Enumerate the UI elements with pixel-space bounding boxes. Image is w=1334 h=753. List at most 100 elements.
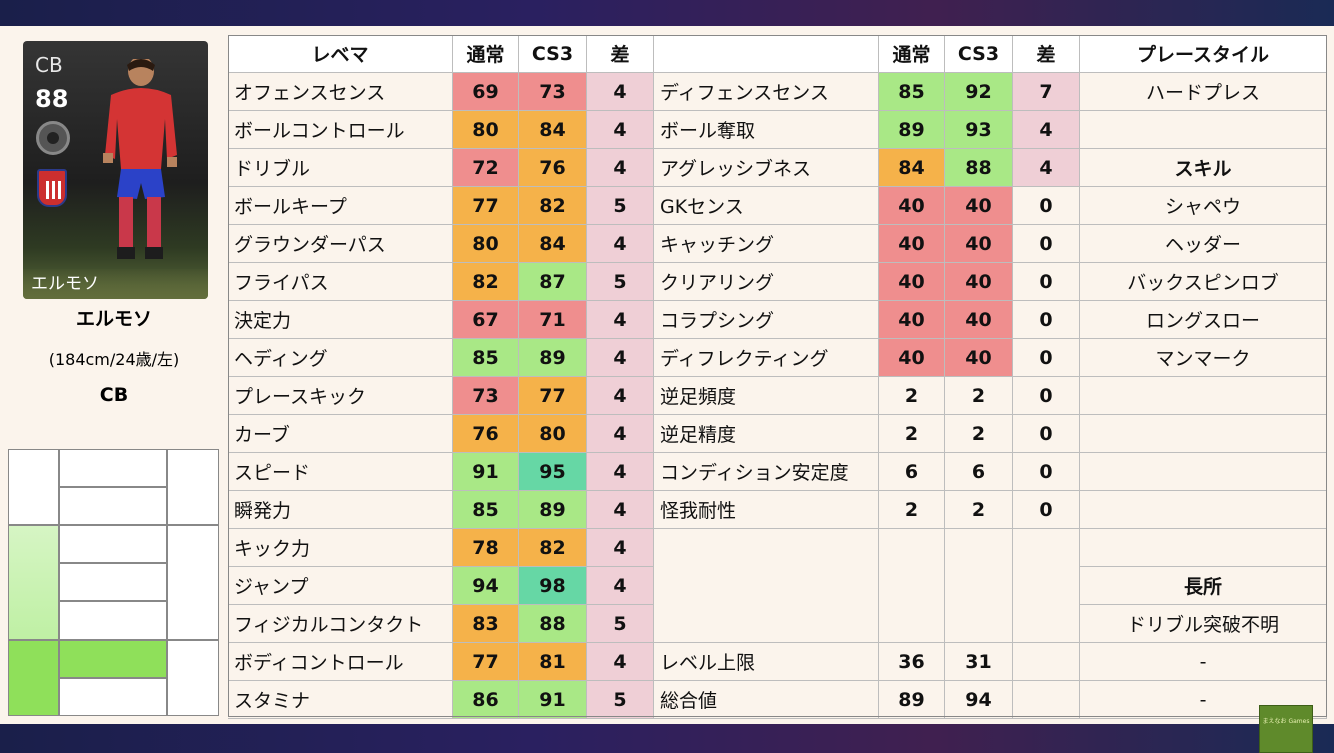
player-card[interactable]: CB 88 エルモソ [23, 41, 208, 299]
stat-normal: 2 [879, 491, 945, 529]
pos-cell [167, 640, 219, 716]
stat-normal: 82 [453, 263, 519, 301]
stat-normal: 77 [453, 643, 519, 681]
stat-label: ボール奪取 [654, 111, 879, 149]
stat-diff: 7 [1013, 73, 1080, 111]
stat-diff: 4 [587, 415, 654, 453]
stat-label: ボールキープ [228, 187, 453, 225]
blank-cell [654, 529, 879, 643]
side-cell [1080, 491, 1327, 529]
summary-cs3: 94 [945, 681, 1013, 719]
stat-diff: 0 [1013, 377, 1080, 415]
stat-cs3: 73 [519, 73, 587, 111]
stat-diff: 0 [1013, 415, 1080, 453]
stat-diff: 4 [1013, 149, 1080, 187]
side-cell: 長所 [1080, 567, 1327, 605]
stat-normal: 78 [453, 529, 519, 567]
stat-diff: 0 [1013, 339, 1080, 377]
stat-label: スタミナ [228, 681, 453, 719]
player-meta: (184cm/24歳/左) [48, 350, 180, 369]
stat-cs3: 2 [945, 415, 1013, 453]
player-type-icon [36, 121, 70, 155]
summary-blank [1013, 643, 1080, 681]
stat-normal: 40 [879, 339, 945, 377]
stat-diff: 4 [587, 149, 654, 187]
stat-cs3: 98 [519, 567, 587, 605]
pos-cell [59, 563, 167, 601]
side-cell [1080, 377, 1327, 415]
pos-cell-cb-light [8, 525, 59, 640]
player-name: エルモソ [75, 308, 152, 330]
stat-cs3: 2 [945, 377, 1013, 415]
stat-diff: 4 [587, 339, 654, 377]
side-cell [1080, 415, 1327, 453]
logo-text: まえなお Games [1262, 718, 1310, 725]
stat-diff: 0 [1013, 301, 1080, 339]
stat-diff: 4 [587, 377, 654, 415]
header-right-label [654, 35, 879, 73]
stat-diff: 0 [1013, 187, 1080, 225]
stat-diff: 5 [587, 681, 654, 719]
stat-label: 逆足精度 [654, 415, 879, 453]
side-cell [1080, 111, 1327, 149]
stat-diff: 5 [587, 187, 654, 225]
stat-cs3: 80 [519, 415, 587, 453]
stat-normal: 76 [453, 415, 519, 453]
header-diff-right: 差 [1013, 35, 1080, 73]
channel-logo: まえなお Games [1259, 705, 1313, 753]
header-cs3-right: CS3 [945, 35, 1013, 73]
stat-cs3: 84 [519, 225, 587, 263]
card-position: CB [35, 53, 63, 77]
stat-label: フライパス [228, 263, 453, 301]
stat-normal: 2 [879, 415, 945, 453]
stat-cs3: 93 [945, 111, 1013, 149]
header-playstyle: プレースタイル [1080, 35, 1327, 73]
stat-cs3: 40 [945, 263, 1013, 301]
stat-normal: 80 [453, 225, 519, 263]
stat-normal: 85 [453, 491, 519, 529]
stat-diff: 4 [587, 111, 654, 149]
header-cs3: CS3 [519, 35, 587, 73]
stat-normal: 73 [453, 377, 519, 415]
card-rating: 88 [35, 85, 69, 113]
stat-diff: 4 [587, 225, 654, 263]
stat-label: ドリブル [228, 149, 453, 187]
stat-cs3: 87 [519, 263, 587, 301]
stat-label: コラプシング [654, 301, 879, 339]
stat-label: クリアリング [654, 263, 879, 301]
side-cell: - [1080, 643, 1327, 681]
stat-normal: 80 [453, 111, 519, 149]
side-cell [1080, 453, 1327, 491]
header-normal-right: 通常 [879, 35, 945, 73]
stat-normal: 40 [879, 225, 945, 263]
summary-blank [1013, 681, 1080, 719]
stat-label: ボールコントロール [228, 111, 453, 149]
stat-label: キック力 [228, 529, 453, 567]
stat-label: アグレッシブネス [654, 149, 879, 187]
pos-cell [59, 525, 167, 563]
club-crest-icon [37, 169, 67, 207]
stat-label: ヘディング [228, 339, 453, 377]
stat-cs3: 77 [519, 377, 587, 415]
stat-label: グラウンダーパス [228, 225, 453, 263]
summary-cs3: 31 [945, 643, 1013, 681]
header-diff: 差 [587, 35, 654, 73]
stat-cs3: 88 [945, 149, 1013, 187]
pos-cell [59, 449, 167, 487]
stat-cs3: 40 [945, 301, 1013, 339]
stat-normal: 84 [879, 149, 945, 187]
stat-normal: 85 [879, 73, 945, 111]
stat-cs3: 88 [519, 605, 587, 643]
stat-label: 決定力 [228, 301, 453, 339]
stat-diff: 5 [587, 263, 654, 301]
stat-label: カーブ [228, 415, 453, 453]
side-cell [1080, 529, 1327, 567]
stat-normal: 94 [453, 567, 519, 605]
pos-cell-cb-bright [8, 640, 59, 716]
stat-normal: 2 [879, 377, 945, 415]
player-position: CB [99, 384, 129, 406]
stat-normal: 40 [879, 187, 945, 225]
summary-label: 総合値 [654, 681, 879, 719]
blank-cell [879, 529, 945, 643]
stat-diff: 4 [587, 643, 654, 681]
